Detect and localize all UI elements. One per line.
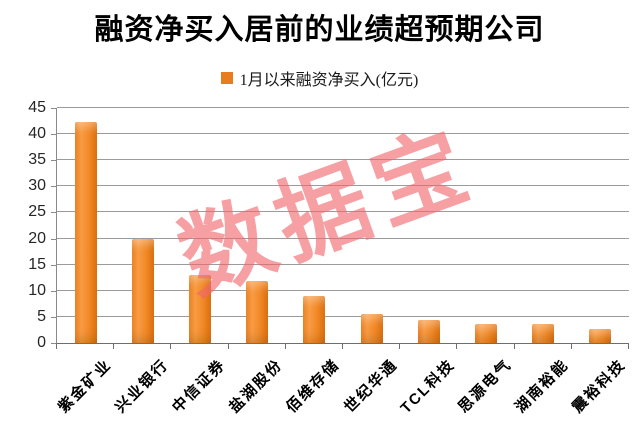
y-tick-label-15: 15 (28, 255, 46, 273)
y-tick-label-40: 40 (28, 125, 46, 143)
y-tick-mark-0 (51, 343, 56, 344)
legend-swatch-icon (220, 72, 233, 84)
gridline-5 (57, 315, 629, 317)
x-label-紫金矿业: 紫金矿业 (54, 356, 115, 417)
legend-label: 1月以来融资净买入(亿元) (239, 72, 419, 89)
gridline-40 (57, 133, 629, 135)
x-tick-mark-3 (227, 344, 229, 349)
bar-佰维存储 (303, 296, 326, 343)
x-label-世纪华通: 世纪华通 (340, 356, 401, 417)
chart-title: 融资净买入居前的业绩超预期公司 (94, 14, 545, 46)
bar-紫金矿业 (74, 121, 97, 343)
x-tick-mark-6 (399, 344, 401, 349)
x-label-中信证券: 中信证券 (169, 356, 230, 417)
bar-思源电气 (475, 323, 497, 343)
y-tick-mark-30 (51, 186, 56, 188)
x-label-湖南裕能: 湖南裕能 (512, 356, 573, 417)
y-tick-label-5: 5 (37, 307, 46, 325)
bar-世纪华通 (360, 314, 383, 343)
gridline-15 (57, 263, 629, 265)
bar-TCL科技 (417, 320, 440, 343)
x-label-佰维存储: 佰维存储 (283, 356, 344, 417)
y-tick-mark-25 (51, 212, 56, 214)
y-tick-label-35: 35 (28, 151, 46, 169)
x-tick-mark-1 (113, 344, 115, 349)
gridline-35 (57, 159, 629, 161)
x-label-思源电气: 思源电气 (455, 356, 516, 417)
bar-湖南裕能 (532, 324, 555, 343)
x-label-盐湖股份: 盐湖股份 (226, 356, 287, 417)
y-tick-label-45: 45 (28, 99, 46, 116)
x-tick-mark-8 (513, 344, 515, 349)
gridline-25 (57, 211, 629, 213)
y-tick-mark-20 (51, 238, 56, 240)
x-tick-mark-9 (570, 344, 572, 349)
y-tick-mark-40 (51, 134, 56, 136)
gridline-20 (57, 237, 629, 239)
y-tick-mark-45 (51, 108, 56, 109)
gridline-30 (57, 185, 629, 187)
gridline-45 (57, 107, 629, 108)
x-label-震裕科技: 震裕科技 (569, 356, 630, 417)
bar-兴业银行 (131, 238, 154, 343)
x-tick-mark-4 (284, 344, 286, 349)
x-tick-mark-2 (170, 344, 172, 349)
y-tick-label-20: 20 (28, 229, 46, 247)
y-tick-label-30: 30 (28, 177, 46, 195)
x-tick-mark-7 (456, 344, 458, 349)
bar-中信证券 (189, 275, 211, 343)
y-tick-label-10: 10 (28, 281, 46, 299)
x-label-TCL科技: TCL科技 (397, 356, 458, 418)
bar-震裕科技 (589, 328, 612, 343)
legend: 1月以来融资净买入(亿元) (0, 66, 639, 90)
x-tick-mark-0 (56, 344, 57, 349)
y-tick-mark-15 (51, 264, 56, 266)
y-tick-mark-35 (51, 160, 56, 162)
gridline-10 (57, 289, 629, 291)
x-tick-mark-5 (342, 344, 343, 349)
y-tick-mark-10 (51, 290, 56, 292)
y-tick-mark-5 (51, 316, 56, 318)
x-label-兴业银行: 兴业银行 (111, 356, 172, 417)
plot-area (56, 107, 629, 344)
y-tick-label-0: 0 (37, 334, 46, 351)
x-tick-mark-10 (628, 344, 629, 349)
y-tick-label-25: 25 (28, 203, 46, 221)
bar-盐湖股份 (246, 281, 269, 343)
